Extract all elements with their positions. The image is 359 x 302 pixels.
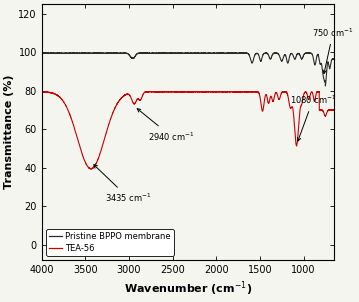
- TEA-56: [89, 167, 93, 171]
- TEA-56: [39, 90, 44, 94]
- Text: 1080 cm$^{-1}$: 1080 cm$^{-1}$: [290, 94, 336, 141]
- TEA-56: [280, 90, 284, 94]
- Pristine BPPO membrane: [151, 51, 155, 55]
- Text: 2940 cm$^{-1}$: 2940 cm$^{-1}$: [137, 109, 195, 143]
- TEA-56: [173, 90, 177, 93]
- TEA-56: [215, 90, 219, 94]
- Pristine BPPO membrane: [332, 57, 336, 61]
- Pristine BPPO membrane: [323, 84, 327, 88]
- Text: 750 cm$^{-1}$: 750 cm$^{-1}$: [312, 26, 354, 74]
- TEA-56: [258, 95, 262, 98]
- TEA-56: [332, 108, 336, 112]
- Pristine BPPO membrane: [280, 59, 284, 62]
- Pristine BPPO membrane: [258, 57, 262, 61]
- Pristine BPPO membrane: [230, 51, 234, 55]
- X-axis label: Wavenumber (cm$^{-1}$): Wavenumber (cm$^{-1}$): [124, 279, 252, 298]
- Text: 3435 cm$^{-1}$: 3435 cm$^{-1}$: [94, 165, 152, 204]
- TEA-56: [230, 90, 234, 94]
- TEA-56: [93, 164, 97, 168]
- Line: Pristine BPPO membrane: Pristine BPPO membrane: [42, 53, 334, 86]
- Legend: Pristine BPPO membrane, TEA-56: Pristine BPPO membrane, TEA-56: [46, 229, 174, 256]
- TEA-56: [151, 90, 155, 94]
- Y-axis label: Transmittance (%): Transmittance (%): [4, 75, 14, 189]
- Pristine BPPO membrane: [222, 51, 226, 55]
- Pristine BPPO membrane: [93, 51, 97, 55]
- Line: TEA-56: TEA-56: [42, 92, 334, 169]
- Pristine BPPO membrane: [215, 52, 219, 55]
- Pristine BPPO membrane: [39, 51, 44, 55]
